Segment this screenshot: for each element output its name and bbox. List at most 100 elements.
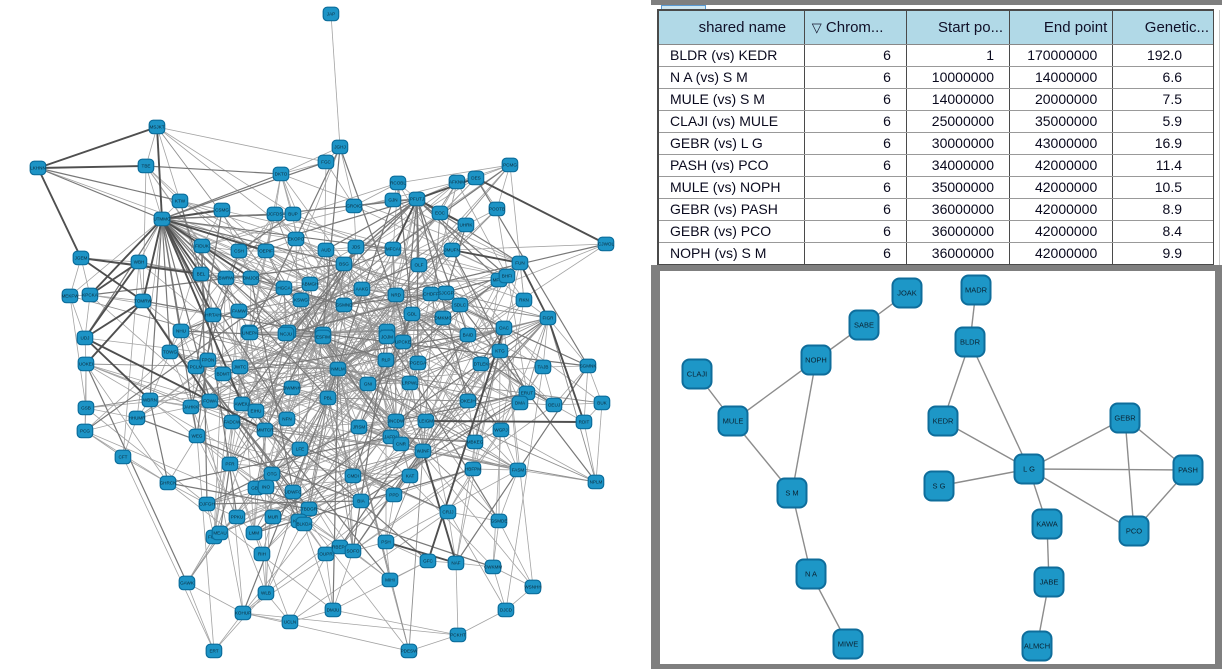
svg-text:GROIG: GROIG — [346, 204, 362, 209]
svg-text:RDIT: RDIT — [579, 420, 590, 425]
svg-text:POOTB: POOTB — [489, 207, 505, 212]
svg-text:WEG: WEG — [192, 434, 203, 439]
svg-text:TOWG: TOWG — [163, 350, 178, 355]
svg-text:PCO: PCO — [1126, 527, 1142, 536]
svg-text:BLKDA: BLKDA — [296, 522, 312, 527]
svg-text:BSG: BSG — [339, 262, 349, 267]
svg-text:LRPWL: LRPWL — [402, 381, 418, 386]
svg-text:FOWA: FOWA — [203, 399, 218, 404]
svg-text:NFN: NFN — [282, 417, 291, 422]
svg-text:PCG: PCG — [80, 429, 90, 434]
svg-text:DMJU: DMJU — [327, 608, 340, 613]
svg-text:L G: L G — [1023, 465, 1035, 474]
svg-text:MUR: MUR — [268, 515, 279, 520]
svg-text:GHRCN: GHRCN — [160, 481, 177, 486]
svg-text:OEPIF: OEPIF — [259, 249, 273, 254]
svg-text:WBH: WBH — [134, 260, 145, 265]
svg-text:MBKEG: MBKEG — [467, 440, 484, 445]
svg-text:JWTC: JWTC — [234, 365, 247, 370]
svg-text:INO: INO — [262, 485, 271, 490]
svg-text:HBFPM: HBFPM — [465, 467, 481, 472]
svg-text:SJCGP: SJCGP — [438, 291, 453, 296]
svg-text:KSWG: KSWG — [294, 298, 308, 303]
svg-text:EKOPO: EKOPO — [288, 237, 305, 242]
svg-text:PCKHT: PCKHT — [450, 633, 466, 638]
svg-text:TBDGR: TBDGR — [301, 507, 318, 512]
svg-text:LEIGM: LEIGM — [419, 419, 433, 424]
svg-text:FGC: FGC — [321, 160, 331, 165]
svg-text:UDJ: UDJ — [81, 336, 90, 341]
svg-text:BUK: BUK — [597, 401, 607, 406]
svg-text:RBEPC: RBEPC — [332, 545, 349, 550]
svg-text:MEKFW: MEKFW — [61, 294, 79, 299]
svg-text:SABE: SABE — [854, 321, 874, 330]
svg-text:JAP: JAP — [327, 12, 335, 17]
svg-text:JDS: JDS — [352, 245, 361, 250]
svg-text:FIGR: FIGR — [543, 316, 555, 321]
svg-text:MADR: MADR — [965, 286, 988, 295]
svg-text:KTG: KTG — [495, 349, 505, 354]
svg-text:PPKU: PPKU — [231, 515, 244, 520]
svg-text:NAF: NAF — [451, 561, 460, 566]
svg-text:MIWE: MIWE — [838, 640, 858, 649]
svg-text:DMJOB: DMJOB — [243, 276, 259, 281]
svg-text:CMDI: CMDI — [347, 474, 359, 479]
svg-text:GBF: GBF — [251, 486, 261, 491]
svg-text:OUPR: OUPR — [319, 552, 333, 557]
svg-text:KEDR: KEDR — [933, 417, 954, 426]
svg-text:JAHKK: JAHKK — [184, 405, 200, 410]
svg-text:CSH: CSH — [234, 249, 244, 254]
svg-text:BAID: BAID — [463, 333, 474, 338]
svg-text:UDWFC: UDWFC — [284, 490, 302, 495]
svg-text:BUP: BUP — [288, 212, 297, 217]
svg-text:MULE: MULE — [723, 417, 744, 426]
svg-text:CNR: CNR — [396, 442, 407, 447]
svg-text:ABMGH: ABMGH — [302, 282, 319, 287]
svg-text:JAFPA: JAFPA — [384, 435, 399, 440]
svg-text:LFE: LFE — [296, 447, 304, 452]
svg-text:TAJB: TAJB — [538, 365, 549, 370]
svg-text:EIHU: EIHU — [251, 409, 262, 414]
svg-text:DKTO: DKTO — [275, 172, 288, 177]
svg-text:GSB: GSB — [81, 406, 91, 411]
svg-text:BWMNH: BWMNH — [283, 386, 301, 391]
svg-text:CWKMM: CWKMM — [484, 565, 503, 570]
svg-text:SOFO: SOFO — [346, 549, 359, 554]
svg-text:BWRW: BWRW — [219, 276, 235, 281]
svg-text:LKHNN: LKHNN — [30, 166, 46, 171]
svg-text:UCLN: UCLN — [284, 620, 297, 625]
svg-text:WBRN: WBRN — [143, 398, 157, 403]
svg-text:MFCAI: MFCAI — [386, 247, 400, 252]
svg-text:PCMG: PCMG — [503, 163, 517, 168]
svg-text:WLB: WLB — [261, 591, 271, 596]
svg-text:OMKMG: OMKMG — [434, 316, 452, 321]
svg-text:GNI: GNI — [364, 382, 372, 387]
svg-text:SGMNK: SGMNK — [580, 364, 598, 369]
svg-text:BEL: BEL — [197, 272, 206, 277]
svg-text:CJWOL: CJWOL — [598, 242, 615, 247]
svg-text:FADCW: FADCW — [224, 420, 241, 425]
svg-text:WGPJ: WGPJ — [494, 428, 507, 433]
svg-text:TOMRW: TOMRW — [134, 299, 152, 304]
svg-text:DTLEK: DTLEK — [474, 362, 490, 367]
svg-text:KOHUP: KOHUP — [235, 611, 251, 616]
svg-text:WJNF: WJNF — [417, 449, 430, 454]
svg-text:JABE: JABE — [1040, 578, 1059, 587]
svg-text:AWEIU: AWEIU — [235, 402, 250, 407]
svg-text:KAT: KAT — [406, 474, 415, 479]
svg-text:HRTAH: HRTAH — [205, 313, 220, 318]
svg-text:GEBR: GEBR — [1114, 414, 1136, 423]
svg-text:PPD: PPD — [389, 493, 399, 498]
svg-text:N A: N A — [805, 570, 817, 579]
svg-text:JOAK: JOAK — [897, 289, 917, 298]
svg-text:UHRK: UHRK — [459, 223, 473, 228]
svg-text:GFC: GFC — [423, 559, 433, 564]
svg-text:KAWA: KAWA — [1036, 520, 1058, 529]
svg-text:RIH: RIH — [258, 552, 266, 557]
svg-text:JOJM: JOJM — [381, 335, 393, 340]
svg-text:MSJKT: MSJKT — [149, 125, 164, 130]
svg-text:GSMND: GSMND — [335, 303, 353, 308]
svg-text:NMLM: NMLM — [331, 367, 345, 372]
svg-text:HGCA: HGCA — [277, 286, 291, 291]
svg-text:KTW: KTW — [175, 199, 186, 204]
